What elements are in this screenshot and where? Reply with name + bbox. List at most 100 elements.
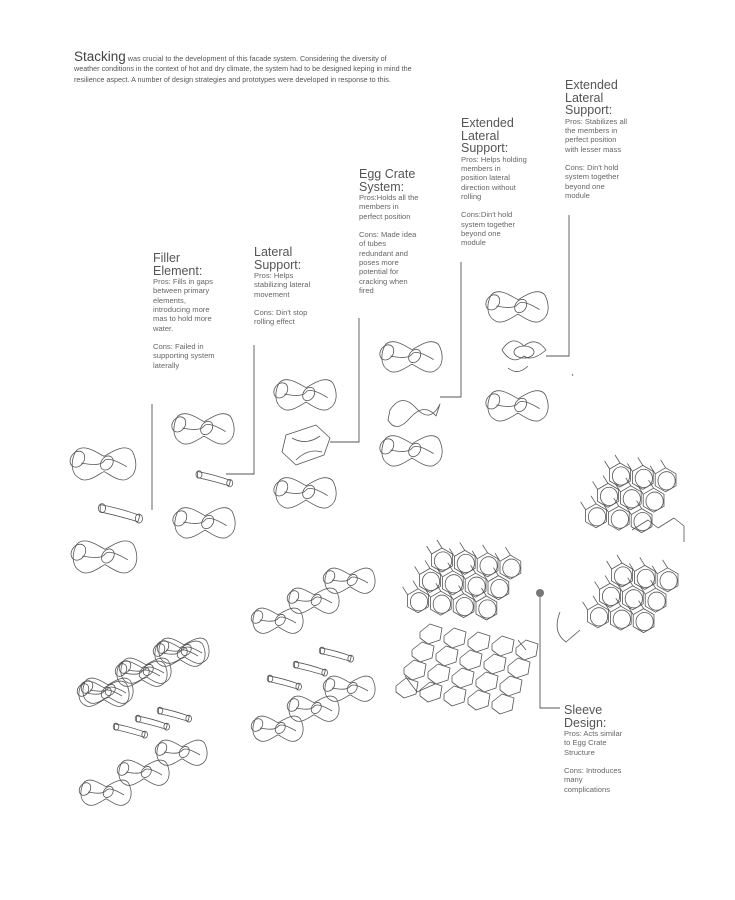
tube-opening	[514, 298, 528, 314]
extended-lateral-support-prototype-1	[379, 341, 443, 467]
filler-end	[156, 706, 164, 715]
egg-crate-insert	[281, 424, 331, 466]
tube-seam	[331, 576, 369, 584]
label-cons: Cons: Din't hold system together beyond …	[565, 162, 620, 200]
label-egg-crate-system: Egg Crate System: Pros:Holds all the mem…	[359, 168, 454, 295]
tube-module	[158, 637, 210, 664]
hex-sleeve	[608, 505, 630, 531]
tube-end	[467, 576, 486, 596]
tube-end	[612, 609, 631, 629]
tube-seam	[163, 748, 201, 756]
tube-seam	[295, 596, 333, 604]
tube-opening	[273, 480, 289, 497]
filler-element	[136, 715, 168, 730]
tube-opening	[172, 510, 188, 527]
label-cons: Cons: Failed in supporting system latera…	[153, 341, 215, 370]
filler-end	[98, 503, 107, 514]
tube-seam	[82, 551, 129, 561]
egg-crate-grid	[395, 623, 539, 715]
tube-module	[72, 540, 138, 574]
tube-seam	[182, 424, 226, 432]
tube-opening	[274, 722, 286, 734]
tube-opening	[101, 548, 115, 564]
hex-depth	[592, 475, 609, 490]
tube-end	[409, 592, 429, 612]
hex-depth	[580, 495, 597, 511]
hex-depth	[449, 542, 466, 557]
hex-depth	[494, 546, 511, 562]
crate-cell	[459, 649, 483, 671]
tube-end	[421, 571, 441, 591]
label-extended-lateral-support-2: Extended Lateral Support: Pros: Stabiliz…	[565, 79, 665, 200]
tube-opening	[100, 687, 112, 699]
intro-lead: Stacking	[74, 49, 126, 64]
hex-depth	[426, 539, 443, 555]
tube-module	[78, 680, 130, 707]
hex-depth	[605, 597, 622, 613]
tube-opening	[322, 678, 336, 692]
label-cons: Cons:Din't hold system together beyond o…	[461, 210, 516, 248]
crate-cell	[451, 667, 475, 689]
crate-cell	[491, 693, 515, 715]
tube-opening	[176, 647, 188, 659]
filler-end	[292, 660, 300, 669]
tube-end	[455, 597, 474, 617]
tube-opening	[485, 393, 501, 410]
tube-end	[635, 612, 654, 632]
tube-seam	[284, 488, 328, 496]
tube-module	[71, 447, 137, 481]
tube-seam	[390, 446, 434, 454]
tube-seam	[183, 518, 227, 526]
leader-dot	[536, 589, 544, 597]
tube-opening	[302, 484, 316, 500]
hex-depth	[606, 554, 623, 570]
tube-end	[624, 589, 643, 609]
label-pros: Pros: Helps holding members in position …	[461, 154, 527, 201]
tube-module	[154, 640, 206, 667]
extended-lateral-support-prototype-2	[485, 291, 549, 422]
sleeve-cluster-right	[556, 517, 685, 643]
tube-opening	[178, 746, 190, 758]
tube-seam	[85, 689, 123, 697]
tube-opening	[201, 514, 215, 530]
tube-module	[288, 587, 340, 614]
tube-module	[120, 657, 172, 684]
stray-mark	[571, 373, 574, 377]
tube-opening	[273, 382, 289, 399]
hex-depth	[604, 454, 621, 470]
filler-end	[347, 654, 354, 663]
hex-depth	[637, 479, 654, 495]
crate-cell	[507, 657, 531, 679]
cross-support-lip	[507, 365, 529, 372]
intro-paragraph: Stacking was crucial to the development …	[74, 49, 414, 85]
tube-opening	[102, 786, 114, 798]
tube-opening	[408, 348, 422, 364]
tube-module	[324, 567, 376, 594]
tube-opening	[250, 718, 264, 732]
crate-cell	[483, 653, 507, 675]
filler-element	[114, 723, 146, 738]
filler-element	[268, 675, 300, 690]
tube-seam	[496, 302, 540, 310]
tube-module	[174, 507, 236, 539]
hex-depth	[447, 585, 464, 600]
tube-end	[589, 607, 609, 627]
hex-depth	[625, 500, 642, 515]
crate-cell	[403, 659, 427, 681]
hex-depth	[603, 497, 620, 513]
label-title: Extended Lateral Support:	[565, 78, 618, 118]
tube-seam	[259, 616, 297, 624]
tube-module	[173, 413, 235, 445]
hex-depth	[402, 580, 419, 596]
filler-element	[197, 471, 231, 487]
crate-cell	[419, 681, 443, 703]
tube-seam	[496, 401, 540, 409]
cross-support-core	[513, 345, 535, 359]
filler-end	[226, 478, 234, 488]
tube-opening	[310, 594, 322, 606]
tube-module	[381, 341, 443, 373]
label-title: Sleeve Design:	[564, 703, 607, 730]
tube-module	[324, 675, 376, 702]
tube-end	[456, 553, 475, 573]
filler-end	[112, 722, 120, 731]
